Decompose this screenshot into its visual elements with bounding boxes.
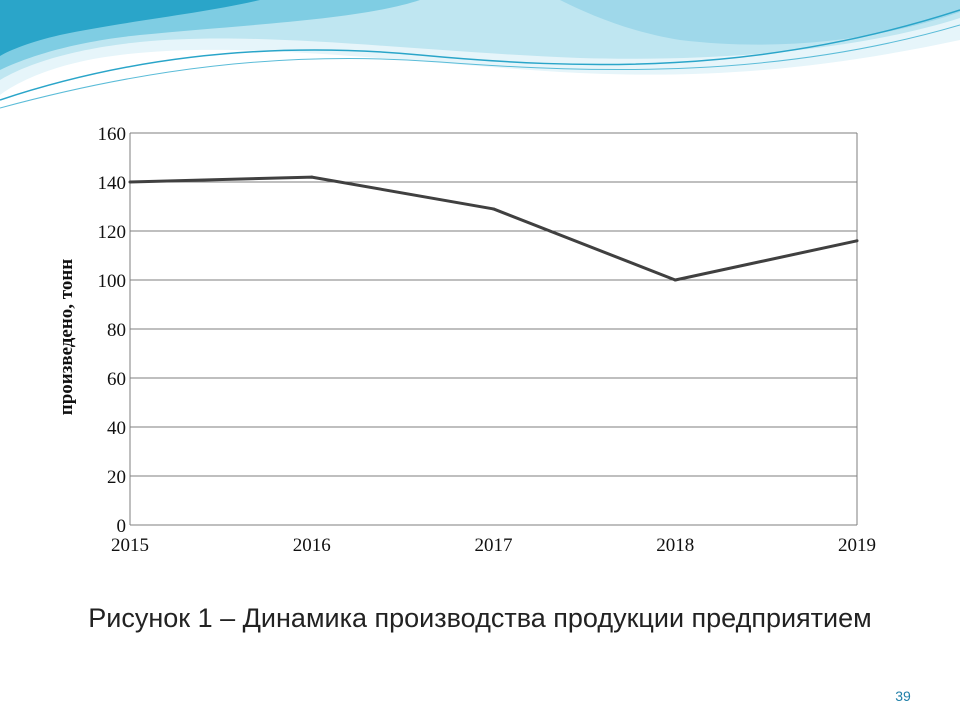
x-tick-labels: 2015 2016 2017 2018 2019	[111, 535, 876, 556]
data-point	[855, 239, 859, 243]
wave-layer-deep	[0, 0, 260, 56]
data-point	[673, 278, 677, 282]
wave-line-1	[0, 9, 960, 101]
data-point	[492, 207, 495, 211]
data-point	[128, 180, 132, 184]
wave-line-2	[0, 24, 960, 109]
wave-layer-right	[560, 0, 960, 45]
y-tick-label: 160	[98, 124, 127, 145]
series-layer	[128, 175, 859, 282]
x-tick-label: 2016	[293, 535, 331, 556]
x-tick-label: 2015	[111, 535, 149, 556]
y-tick-label: 80	[107, 320, 126, 341]
y-tick-label: 120	[98, 222, 127, 243]
x-tick-label: 2017	[475, 535, 513, 556]
y-tick-label: 0	[117, 516, 127, 537]
y-axis-label: произведено, тонн	[56, 259, 77, 416]
figure-caption: Рисунок 1 – Динамика производства продук…	[88, 603, 872, 633]
y-tick-label: 100	[98, 271, 127, 292]
y-tick-label: 60	[107, 369, 126, 390]
data-point	[310, 175, 314, 179]
y-tick-label: 40	[107, 418, 126, 439]
x-tick-label: 2019	[838, 535, 876, 556]
page-number: 39	[895, 688, 911, 704]
series-line-0	[129, 175, 858, 282]
y-tick-labels: 0 20 40 60 80 100 120 140 160	[98, 124, 127, 537]
y-tick-label: 140	[98, 173, 127, 194]
y-tick-label: 20	[107, 467, 126, 488]
decorative-wave-header	[0, 0, 960, 109]
x-tick-label: 2018	[656, 535, 694, 556]
grid-lines	[130, 132, 857, 526]
axes	[129, 133, 858, 525]
